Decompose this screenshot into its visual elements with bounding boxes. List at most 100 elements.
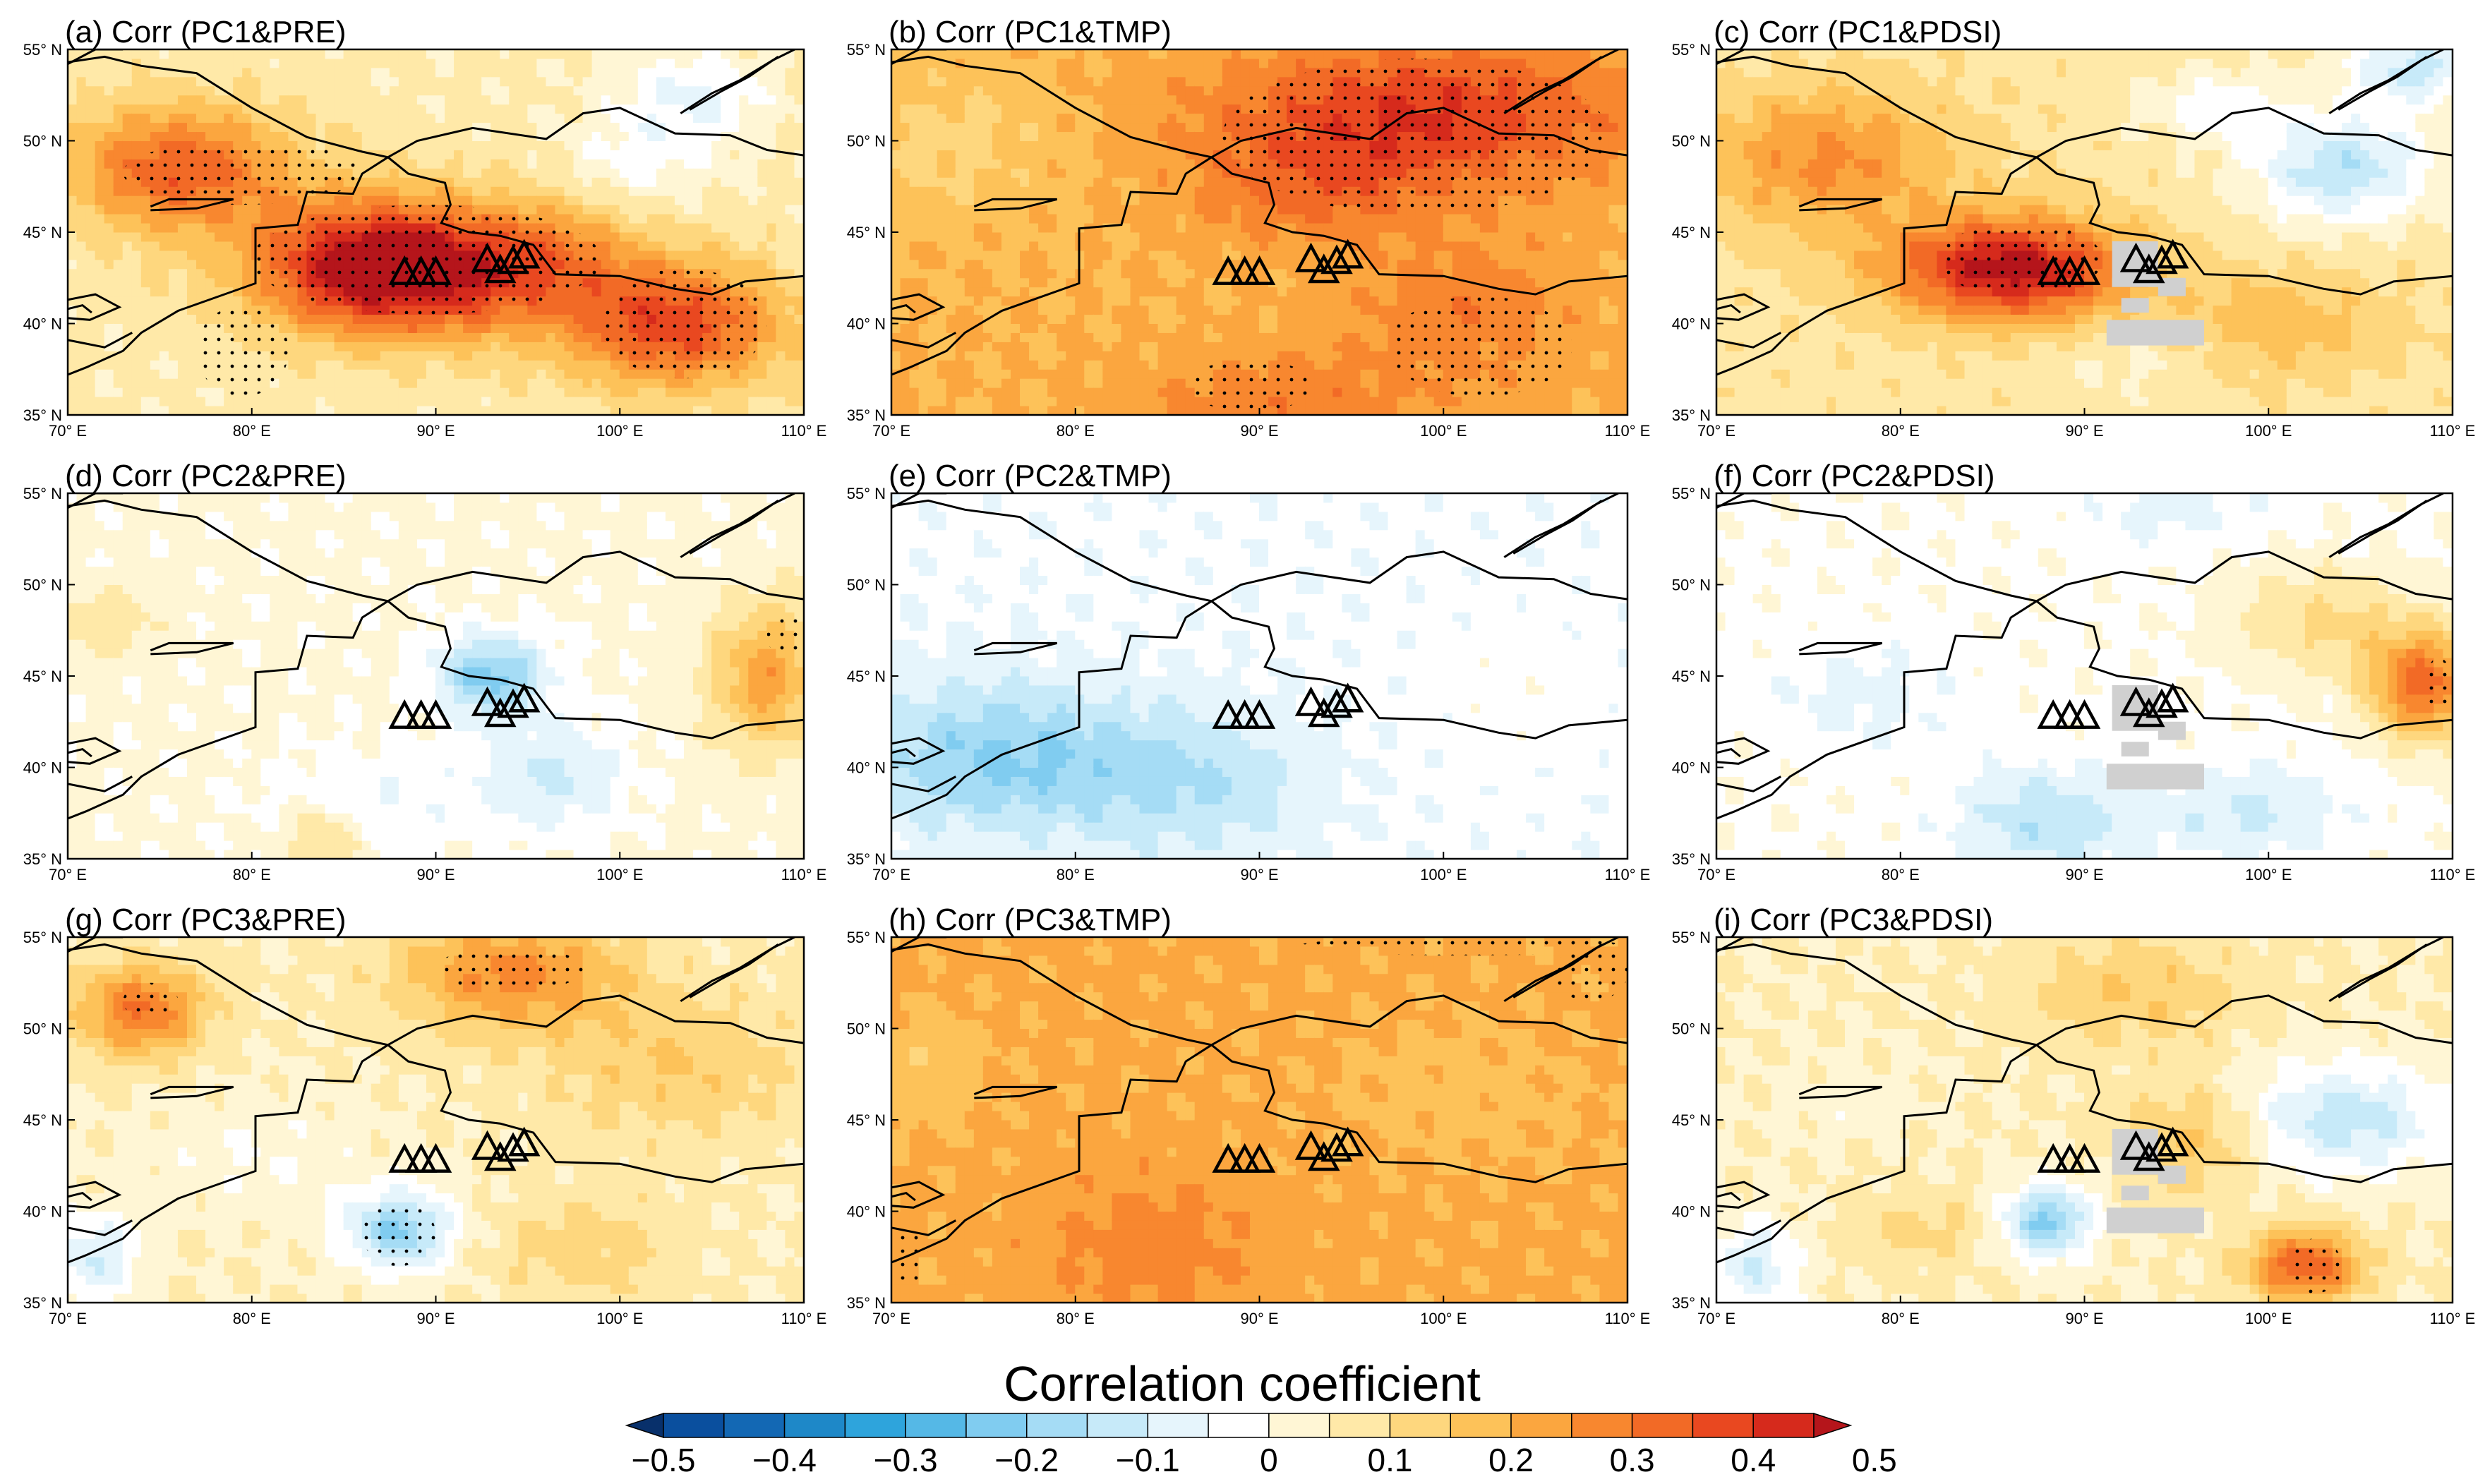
panel-title: (h) Corr (PC3&TMP) (889, 903, 1172, 937)
correlation-field (68, 937, 804, 1303)
y-tick-label: 55° N (1672, 41, 1711, 59)
x-tick-label: 70° E (49, 1310, 87, 1327)
y-tick-label: 45° N (1672, 668, 1711, 685)
correlation-field (891, 937, 1627, 1303)
y-tick-label: 50° N (847, 133, 886, 150)
x-tick-label: 70° E (1697, 1310, 1735, 1327)
country-borders (1716, 493, 2453, 820)
correlation-field (1716, 49, 2453, 415)
station-triangle-icon (2146, 244, 2178, 275)
colorbar-segment (783, 1413, 846, 1438)
y-tick-label: 55° N (23, 929, 62, 946)
y-tick-label: 55° N (847, 41, 886, 59)
y-tick-label: 45° N (847, 1111, 886, 1129)
station-triangle-icon (1294, 1130, 1328, 1160)
country-borders (891, 493, 1627, 820)
correlation-field (891, 493, 1627, 859)
significance-stippling (1937, 223, 2103, 296)
station-triangle-icon (1212, 699, 1244, 729)
station-markers (388, 1126, 541, 1173)
x-tick-label: 70° E (1697, 866, 1735, 883)
panel-d: (d) Corr (PC2&PRE) 70° E 80° E 90° E 100° E 1… (23, 459, 827, 883)
panel-h: (h) Corr (PC3&TMP) 70° E 80° E 90° E 100° E 1… (847, 903, 1651, 1327)
colorbar-segment (1450, 1413, 1512, 1438)
y-tick-label: 35° N (23, 1294, 62, 1312)
station-triangle-icon (1307, 253, 1340, 284)
station-triangle-icon (2037, 1142, 2069, 1173)
panel-i: (i) Corr (PC3&PDSI) 70° E 80° E 90° E 100° E… (1672, 903, 2476, 1327)
y-tick-label: 50° N (1672, 133, 1711, 150)
x-tick-label: 110° E (781, 866, 827, 883)
colorbar-min-arrow (625, 1412, 664, 1439)
x-tick-label: 110° E (781, 1310, 827, 1327)
x-tick-label: 110° E (2430, 1310, 2476, 1327)
station-triangle-icon (2037, 699, 2069, 729)
station-triangle-icon (497, 688, 529, 718)
x-tick-label: 100° E (596, 866, 643, 883)
colorbar-segment (1510, 1413, 1572, 1438)
x-tick-label: 100° E (1420, 422, 1467, 440)
colorbar-segment (1086, 1413, 1149, 1438)
colorbar-tick-label: 0.2 (1488, 1442, 1534, 1478)
colorbar-tick-label: −0.2 (994, 1442, 1059, 1478)
significance-stippling (123, 946, 584, 1267)
y-tick-label: 40° N (1672, 759, 1711, 777)
y-tick-label: 45° N (23, 1111, 62, 1129)
station-triangle-icon (1212, 1142, 1244, 1173)
x-tick-label: 90° E (2065, 1310, 2103, 1327)
colorbar: Correlation coefficient −0.5 −0.4 −0.3 −0.2… (625, 1356, 1897, 1478)
y-tick-label: 40° N (847, 759, 886, 777)
panel-b: (b) Corr (PC1&TMP) 70° E 80° E 90° E 100° E 1… (847, 15, 1651, 440)
country-borders (1716, 49, 2453, 376)
colorbar-segment (1631, 1413, 1694, 1438)
colorbar-tick-label: −0.4 (752, 1442, 817, 1478)
station-triangle-icon (497, 1132, 529, 1162)
y-tick-label: 45° N (847, 224, 886, 241)
colorbar-tick-label: −0.3 (874, 1442, 938, 1478)
missing-data-mask (2106, 684, 2204, 790)
panel-title: (a) Corr (PC1&PRE) (65, 15, 347, 49)
station-markers (1212, 682, 1364, 729)
x-tick-label: 110° E (1605, 866, 1651, 883)
station-triangle-icon (419, 255, 452, 285)
y-tick-label: 40° N (23, 759, 62, 777)
significance-stippling (2424, 658, 2453, 713)
station-markers (388, 682, 541, 729)
station-triangle-icon (1212, 255, 1244, 285)
x-tick-label: 70° E (872, 422, 910, 440)
x-tick-label: 90° E (1240, 1310, 1278, 1327)
y-tick-label: 35° N (847, 850, 886, 868)
significance-stippling (2287, 1238, 2342, 1294)
x-tick-label: 100° E (1420, 1310, 1467, 1327)
correlation-field (891, 49, 1627, 415)
station-triangle-icon (1331, 1126, 1364, 1157)
x-tick-label: 90° E (416, 1310, 455, 1327)
station-triangle-icon (1243, 1142, 1276, 1173)
panel-c: (c) Corr (PC1&PDSI) 70° E 80° E 90° E 100° E… (1672, 15, 2476, 440)
country-borders (68, 493, 804, 820)
y-tick-label: 35° N (23, 406, 62, 424)
station-triangle-icon (2146, 688, 2178, 718)
x-tick-label: 70° E (49, 422, 87, 440)
station-triangle-icon (471, 242, 504, 272)
x-tick-label: 90° E (1240, 422, 1278, 440)
station-markers (1212, 239, 1364, 285)
y-tick-label: 55° N (847, 485, 886, 502)
correlation-field (1716, 937, 2453, 1303)
station-triangle-icon (2146, 1132, 2178, 1162)
y-tick-label: 55° N (23, 41, 62, 59)
y-tick-label: 35° N (23, 850, 62, 868)
station-triangle-icon (507, 239, 541, 269)
country-borders (68, 49, 804, 376)
y-tick-label: 45° N (847, 668, 886, 685)
y-tick-label: 50° N (23, 1020, 62, 1038)
colorbar-segment (1571, 1413, 1633, 1438)
x-tick-label: 100° E (596, 422, 643, 440)
x-tick-label: 100° E (2245, 866, 2292, 883)
station-triangle-icon (497, 244, 529, 275)
station-triangle-icon (2068, 699, 2101, 729)
panel-e: (e) Corr (PC2&TMP) 70° E 80° E 90° E 100° E 1… (847, 459, 1651, 883)
station-triangle-icon (483, 1141, 517, 1171)
panel-title: (i) Corr (PC3&PDSI) (1714, 903, 1993, 937)
